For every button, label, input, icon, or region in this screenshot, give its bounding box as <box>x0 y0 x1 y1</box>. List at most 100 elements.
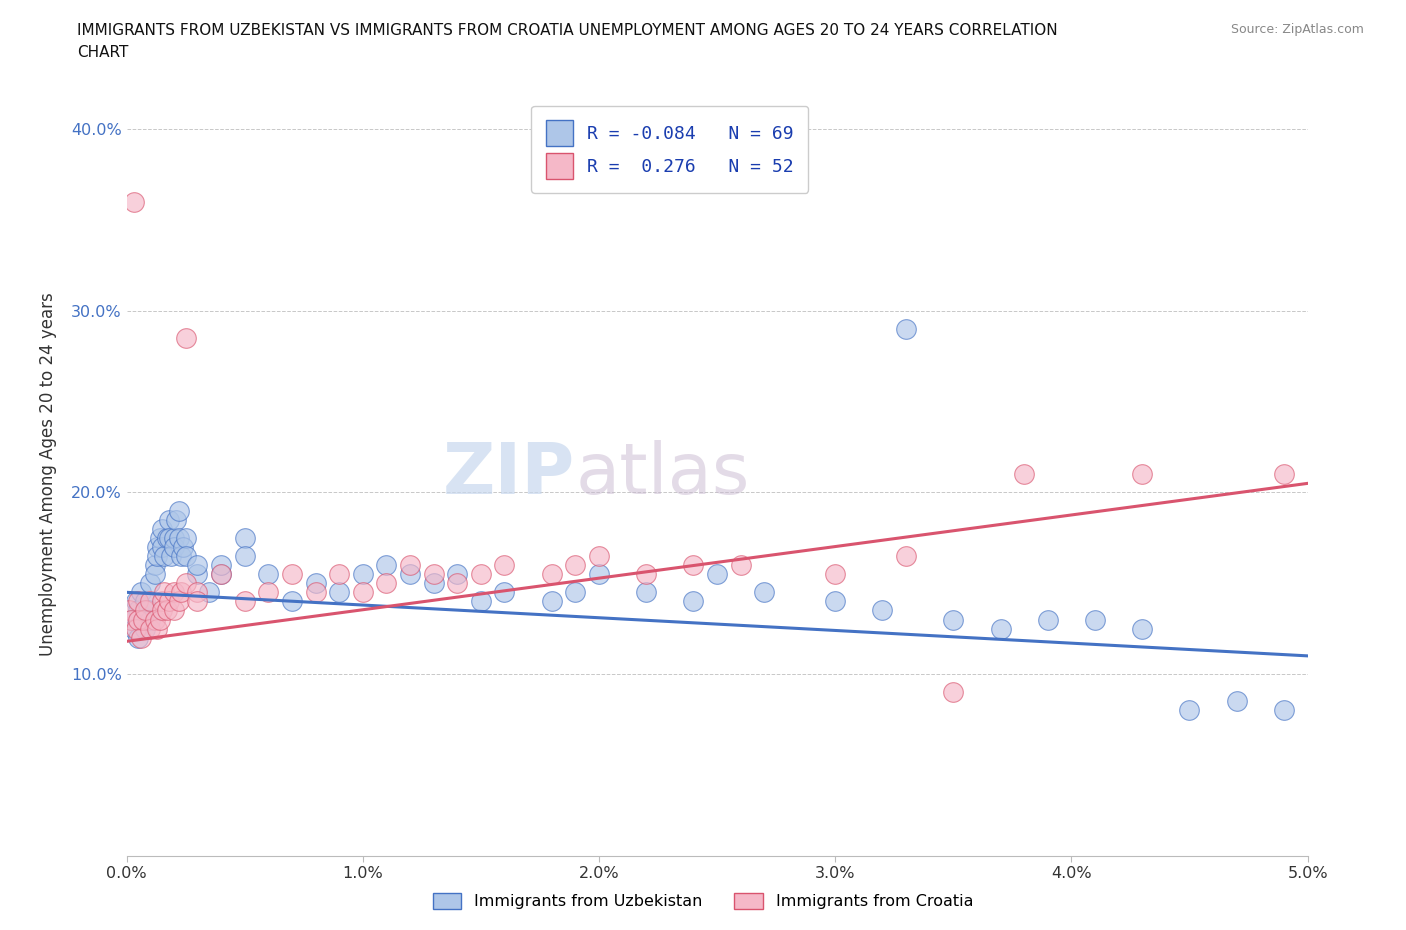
Point <box>1036 612 1059 627</box>
Point <box>149 612 172 627</box>
Text: atlas: atlas <box>575 440 749 509</box>
Point <box>470 594 492 609</box>
Point <box>122 194 145 209</box>
Point <box>167 594 190 609</box>
Point <box>824 594 846 609</box>
Text: IMMIGRANTS FROM UZBEKISTAN VS IMMIGRANTS FROM CROATIA UNEMPLOYMENT AMONG AGES 20: IMMIGRANTS FROM UZBEKISTAN VS IMMIGRANTS… <box>77 23 1057 38</box>
Point <box>564 558 586 573</box>
Point <box>120 612 142 627</box>
Point <box>942 612 965 627</box>
Point <box>375 576 398 591</box>
Point <box>636 585 658 600</box>
Point <box>990 621 1012 636</box>
Point <box>375 558 398 573</box>
Point <box>186 585 208 600</box>
Point <box>174 530 197 545</box>
Point <box>209 566 232 581</box>
Point <box>1178 703 1201 718</box>
Point <box>139 594 162 609</box>
Point <box>132 612 155 627</box>
Point <box>494 585 516 600</box>
Point <box>399 566 422 581</box>
Point <box>139 621 162 636</box>
Point <box>157 512 180 527</box>
Point <box>209 566 232 581</box>
Point <box>174 331 197 346</box>
Point <box>564 585 586 600</box>
Point <box>682 558 704 573</box>
Point <box>167 530 190 545</box>
Point <box>172 539 194 554</box>
Point <box>872 603 894 618</box>
Point <box>1226 694 1249 709</box>
Point <box>153 549 176 564</box>
Point <box>146 539 169 554</box>
Point <box>134 594 156 609</box>
Point <box>129 631 152 645</box>
Text: ZIP: ZIP <box>443 440 575 509</box>
Legend: Immigrants from Uzbekistan, Immigrants from Croatia: Immigrants from Uzbekistan, Immigrants f… <box>425 884 981 917</box>
Point <box>1272 703 1295 718</box>
Point <box>156 603 179 618</box>
Point <box>143 566 166 581</box>
Point <box>129 585 152 600</box>
Point <box>1012 467 1035 482</box>
Point <box>281 594 304 609</box>
Point <box>1084 612 1107 627</box>
Point <box>494 558 516 573</box>
Point <box>399 558 422 573</box>
Point <box>894 549 917 564</box>
Point <box>257 566 280 581</box>
Point <box>127 631 149 645</box>
Point <box>422 566 444 581</box>
Point <box>157 594 180 609</box>
Point <box>446 566 468 581</box>
Point <box>352 566 374 581</box>
Point <box>186 594 208 609</box>
Point <box>233 594 256 609</box>
Point <box>163 530 186 545</box>
Point <box>328 566 350 581</box>
Point <box>186 566 208 581</box>
Point <box>233 549 256 564</box>
Point <box>150 522 173 537</box>
Point <box>1130 467 1153 482</box>
Point <box>132 612 155 627</box>
Point <box>446 576 468 591</box>
Point <box>352 585 374 600</box>
Point <box>257 585 280 600</box>
Point <box>160 549 183 564</box>
Point <box>125 621 148 636</box>
Point <box>134 621 156 636</box>
Point <box>122 621 145 636</box>
Point <box>174 549 197 564</box>
Point <box>304 585 326 600</box>
Point <box>706 566 728 581</box>
Point <box>328 585 350 600</box>
Point <box>139 612 162 627</box>
Point <box>156 530 179 545</box>
Point <box>127 603 149 618</box>
Point <box>170 585 193 600</box>
Point <box>143 558 166 573</box>
Point <box>422 576 444 591</box>
Point <box>1130 621 1153 636</box>
Point <box>682 594 704 609</box>
Point <box>149 530 172 545</box>
Point <box>540 566 562 581</box>
Point <box>636 566 658 581</box>
Point <box>894 322 917 337</box>
Point <box>170 549 193 564</box>
Point <box>150 594 173 609</box>
Point <box>120 612 142 627</box>
Point <box>198 585 221 600</box>
Y-axis label: Unemployment Among Ages 20 to 24 years: Unemployment Among Ages 20 to 24 years <box>39 292 56 657</box>
Point <box>730 558 752 573</box>
Point <box>134 603 156 618</box>
Text: Source: ZipAtlas.com: Source: ZipAtlas.com <box>1230 23 1364 36</box>
Point <box>588 566 610 581</box>
Legend: R = -0.084   N = 69, R =  0.276   N = 52: R = -0.084 N = 69, R = 0.276 N = 52 <box>531 106 808 193</box>
Point <box>281 566 304 581</box>
Point <box>174 576 197 591</box>
Point <box>754 585 776 600</box>
